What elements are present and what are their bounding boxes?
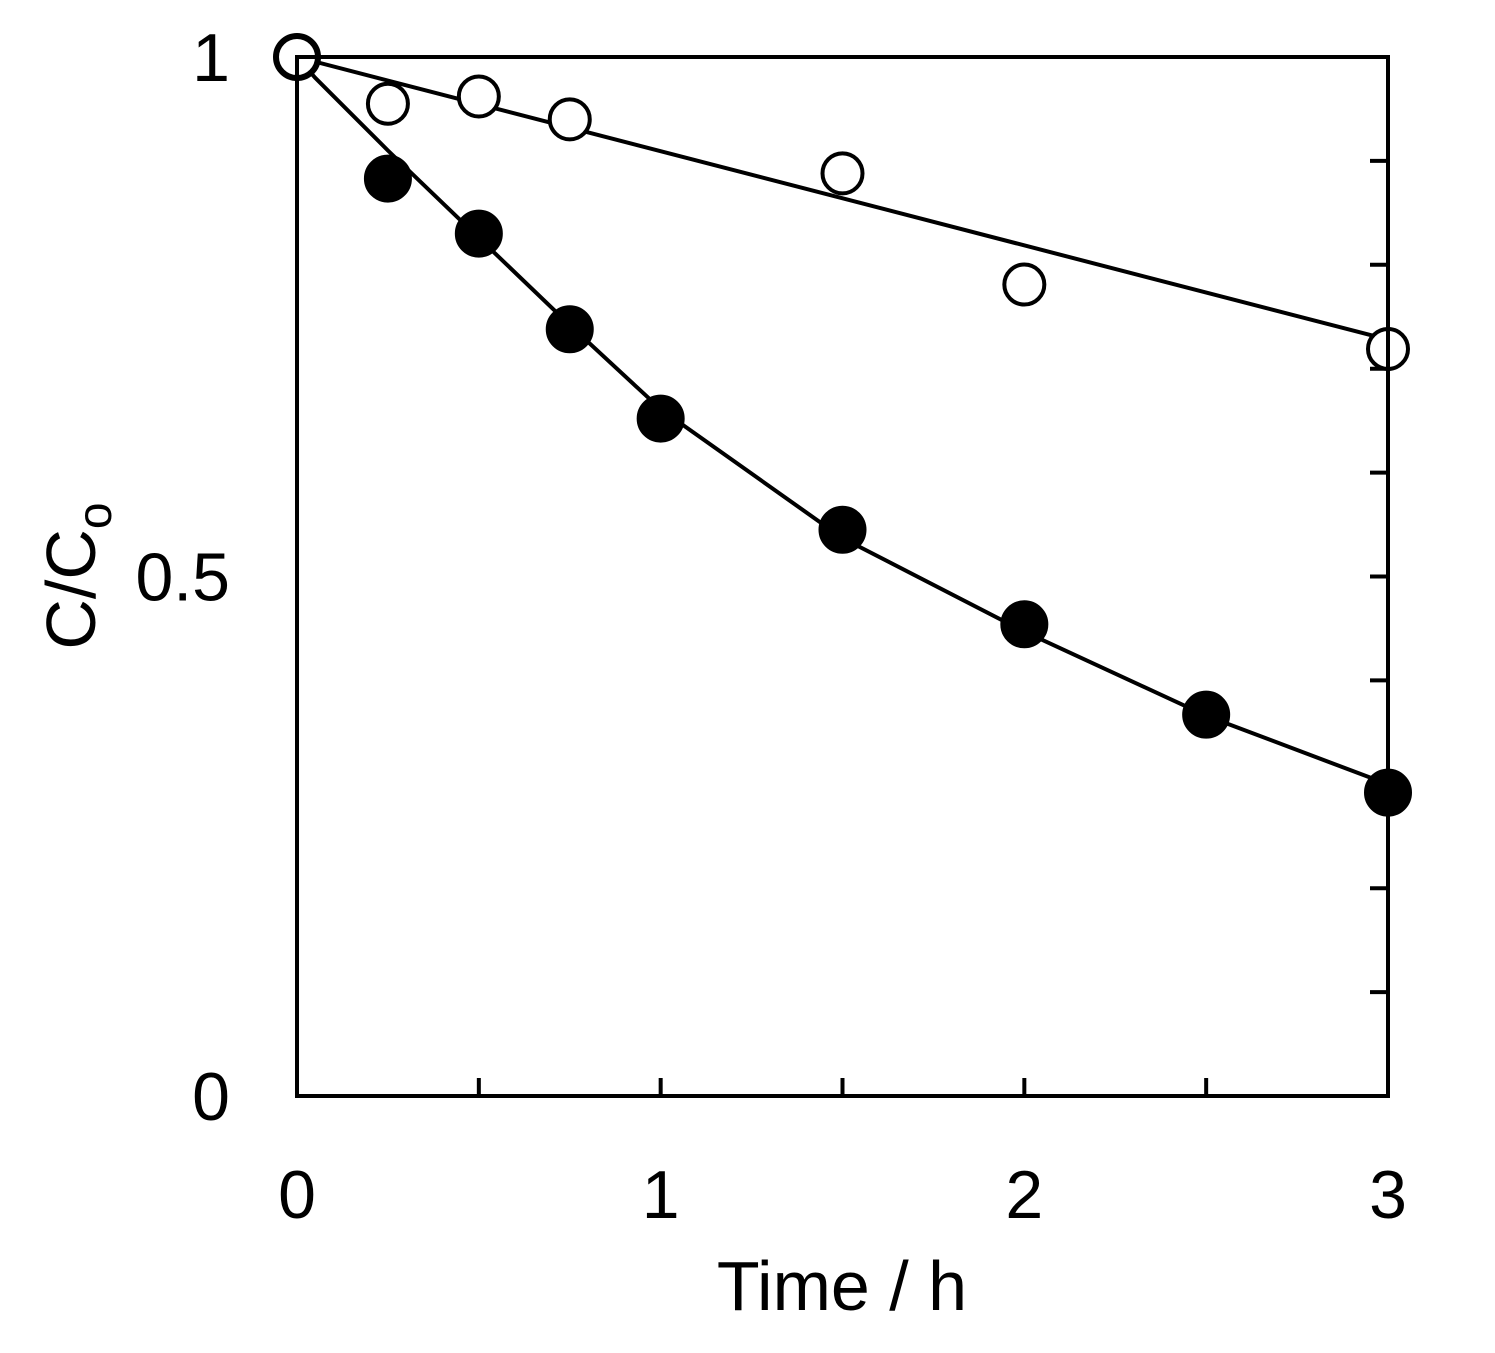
y-axis-title-main: C/C (32, 529, 110, 650)
filled-circle-point (454, 209, 503, 258)
y-tick-label: 1 (192, 20, 230, 96)
x-tick-label: 1 (642, 1157, 680, 1233)
filled-circle-point (636, 394, 685, 443)
filled-circle-point (1182, 690, 1231, 739)
x-tick-label: 2 (1005, 1157, 1043, 1233)
open-circle-point (1002, 262, 1047, 307)
x-axis-title: Time / h (717, 1247, 967, 1325)
y-axis-title-subscript: o (69, 502, 122, 529)
tick-labels-layer: 0 1 2 3 0 0.5 1 (135, 20, 1406, 1233)
x-tick-label: 0 (278, 1157, 316, 1233)
x-tick-label: 3 (1369, 1157, 1407, 1233)
filled-circle-point (818, 505, 867, 554)
open-circle-point (547, 97, 592, 142)
y-tick-label: 0.5 (135, 540, 230, 616)
open-circle-point (365, 81, 410, 126)
open-circle-point (456, 74, 501, 119)
fit-curve-series-1 (295, 55, 1389, 787)
y-axis-title: C/Co (32, 502, 122, 649)
data-points-layer (273, 33, 1412, 817)
ticks-layer (295, 55, 1390, 1098)
filled-circle-point (1000, 600, 1049, 649)
plot-frame (295, 55, 1390, 1098)
y-tick-label: 0 (192, 1059, 230, 1135)
open-circle-point (820, 151, 865, 196)
filled-circle-point (363, 154, 412, 203)
filled-circle-point (545, 305, 594, 354)
